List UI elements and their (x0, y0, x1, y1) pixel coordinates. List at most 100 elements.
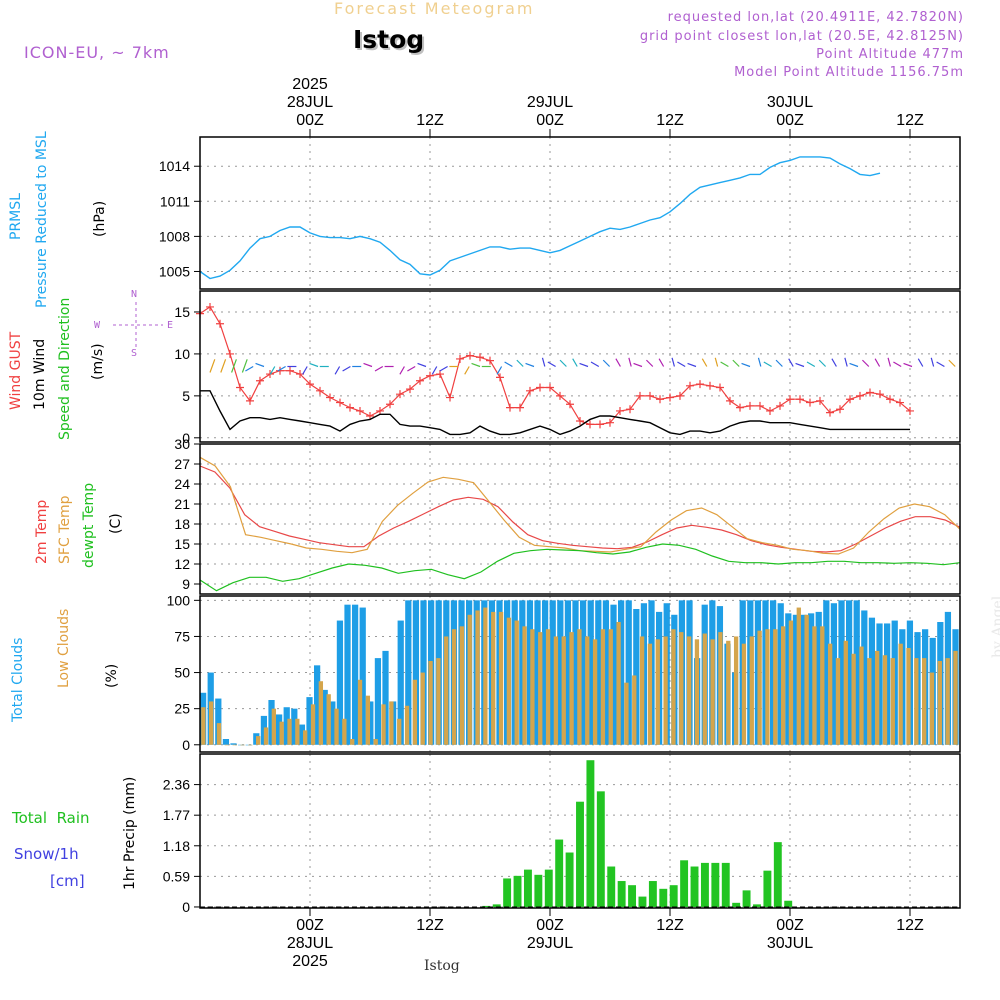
snow-label: Snow/1h (14, 845, 79, 863)
model-label: ICON-EU, ~ 7km (24, 43, 170, 62)
temp-ytick-label: 21 (174, 496, 190, 512)
precip-bar (753, 904, 761, 907)
gust-marker (536, 383, 544, 392)
low-cloud-bar (310, 704, 316, 745)
gust-marker (656, 395, 664, 404)
wind-direction-arrow (464, 366, 470, 375)
total-cloud-bar (785, 613, 792, 745)
total-cloud-bar (222, 739, 230, 745)
low-cloud-bar (350, 739, 355, 745)
gust-marker (906, 406, 914, 415)
precip-ytick-label: 1.77 (163, 807, 190, 823)
gust-marker (746, 401, 754, 410)
low-cloud-bar (216, 723, 222, 745)
top-time-label: 12Z (896, 112, 924, 129)
wind-dir-label: Speed and Direction (57, 297, 73, 440)
clouds-ytick-label: 100 (167, 592, 191, 608)
dewpt-label: dewpt Temp (81, 482, 97, 568)
precip-bar (732, 902, 741, 907)
low-cloud-bar (569, 632, 574, 745)
low-cloud-bar (694, 639, 700, 745)
total-cloud-bar (519, 600, 526, 745)
low-cloud-bar (444, 636, 449, 745)
precip-bar (544, 869, 553, 907)
low-cloud-bar (201, 707, 206, 745)
low-cloud-bar (780, 626, 786, 745)
total-cloud-bar (838, 600, 845, 745)
low-cloud-bar (295, 718, 300, 745)
top-time-label: 29JUL (527, 94, 573, 111)
low-cloud-bar (451, 629, 457, 745)
wind-direction-arrow (714, 357, 719, 367)
low-cloud-bar (788, 620, 794, 745)
precip-bar (482, 905, 491, 907)
total-cloud-bar (830, 603, 838, 745)
low-cloud-bar (820, 626, 825, 745)
low-cloud-bar (686, 636, 692, 745)
pressure-unit: (hPa) (92, 200, 108, 237)
precip-ytick-label: 0 (182, 899, 190, 915)
gust-marker (396, 390, 404, 399)
gust-marker (556, 391, 564, 400)
low-cloud-bar (538, 632, 543, 745)
total-cloud-bar (846, 600, 853, 745)
pressure-short-label: PRMSL (8, 193, 24, 240)
low-cloud-bar (757, 630, 762, 745)
bottom-time-label: 30JUL (767, 935, 813, 952)
low-cloud-bar (271, 708, 276, 745)
bottom-time-label: 00Z (296, 917, 324, 934)
wind-direction-arrow (541, 357, 546, 367)
wind-direction-arrow (231, 359, 237, 373)
gust-marker (446, 393, 454, 402)
gust-marker (506, 403, 514, 412)
low-cloud-bar (945, 658, 950, 745)
low-cloud-bar (937, 661, 942, 745)
wind-direction-arrow (844, 357, 848, 367)
top-time-label: 28JUL (287, 94, 333, 111)
total-cloud-bar (397, 620, 404, 745)
wind-direction-arrow (615, 358, 621, 367)
wind-direction-arrow (209, 359, 216, 373)
gust-marker (816, 396, 824, 405)
total-cloud-bar (618, 600, 625, 745)
precip-ytick-label: 1.18 (163, 838, 190, 854)
low-cloud-bar (373, 739, 378, 745)
gust-marker (286, 366, 294, 375)
pressure-ytick-label: 1011 (160, 193, 190, 209)
wind-direction-arrow (893, 361, 902, 368)
gust-marker (386, 400, 394, 409)
low-cloud-bar (765, 629, 770, 745)
gust-marker (226, 349, 234, 358)
snow-unit-label: [cm] (50, 872, 85, 890)
gust-marker (546, 383, 554, 392)
precip-bar (659, 888, 668, 907)
wind-direction-arrow (516, 359, 524, 367)
precip-bar (565, 852, 574, 907)
top-time-label: 30JUL (767, 94, 813, 111)
watermark: by Angel (990, 595, 1000, 658)
low-cloud-bar (749, 636, 754, 745)
low-cloud-bar (522, 626, 527, 745)
low-cloud-bar (890, 658, 895, 745)
wind-direction-arrow (677, 361, 686, 368)
gust-marker (826, 408, 834, 417)
wind-direction-arrow (720, 361, 729, 368)
bottom-time-label: 00Z (776, 917, 804, 934)
low-cloud-bar (224, 744, 229, 746)
total-cloud-bar (276, 714, 283, 745)
low-cloud-bar (655, 639, 660, 745)
low-cloud-bar (279, 721, 284, 745)
pressure-ytick-label: 1014 (159, 158, 190, 174)
total-cloud-bar (564, 600, 572, 745)
wind-direction-arrow (255, 362, 265, 368)
gust-marker (716, 383, 724, 392)
gust-marker (236, 383, 244, 392)
gust-marker (626, 405, 634, 414)
total-cloud-bar (815, 611, 822, 745)
gust-marker (326, 393, 334, 402)
total-cloud-bar (412, 600, 420, 745)
gust-marker (736, 403, 744, 412)
chart-marks (113, 156, 961, 908)
gust-marker (346, 403, 354, 412)
